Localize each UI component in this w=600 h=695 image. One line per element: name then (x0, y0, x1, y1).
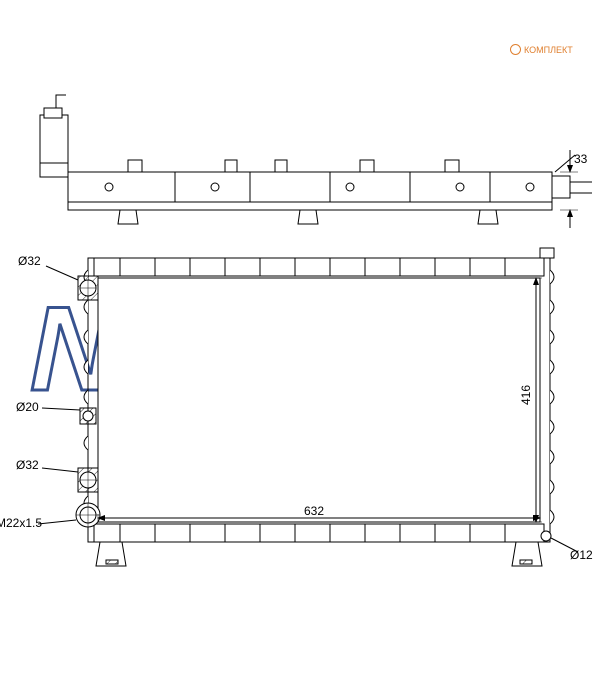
technical-drawing (0, 0, 600, 695)
port-lower-32 (42, 468, 98, 492)
dim-height-416: 416 (519, 385, 533, 405)
diagram-canvas: Nissens® (0, 0, 600, 695)
radiator-body (38, 248, 578, 566)
dim-port-32a: Ø32 (18, 254, 41, 268)
port-m22 (38, 503, 100, 527)
badge-text: КОМПЛЕКТ (524, 45, 573, 55)
dim-port-32b: Ø32 (16, 458, 39, 472)
top-rail (40, 95, 592, 228)
dim-drain-12: Ø12 (570, 548, 593, 562)
badge-icon (510, 44, 521, 55)
dim-top-33: 33 (574, 152, 587, 166)
dim-port-m22: M22x1.5 (0, 516, 42, 530)
dim-width-632: 632 (304, 504, 324, 518)
dim-port-20: Ø20 (16, 400, 39, 414)
vendor-badge: КОМПЛЕКТ (510, 44, 573, 55)
port-upper-32 (46, 266, 98, 300)
port-20 (42, 408, 96, 424)
